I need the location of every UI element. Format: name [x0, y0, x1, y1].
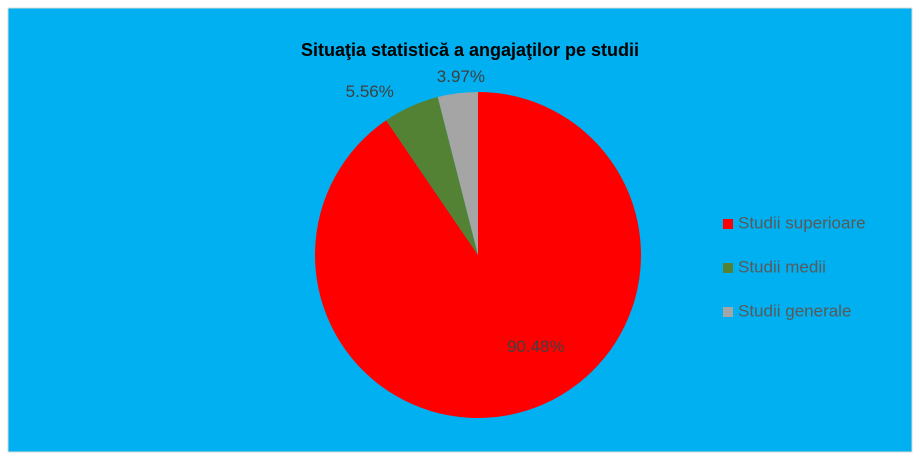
- legend-label: Studii generale: [738, 301, 851, 320]
- data-label: 3.97%: [437, 67, 485, 86]
- pie-slice: [315, 92, 641, 419]
- legend-swatch: [723, 307, 733, 317]
- data-label: 90.48%: [507, 337, 565, 356]
- legend-swatch: [723, 219, 733, 229]
- data-label: 5.56%: [346, 82, 394, 101]
- legend-label: Studii medii: [738, 257, 826, 276]
- pie-slice: [386, 97, 478, 255]
- legend-swatch: [723, 263, 733, 273]
- pie-slice: [437, 92, 478, 255]
- chart-title: Situaţia statistică a angajaţilor pe stu…: [301, 40, 639, 60]
- legend-label: Studii superioare: [738, 213, 866, 232]
